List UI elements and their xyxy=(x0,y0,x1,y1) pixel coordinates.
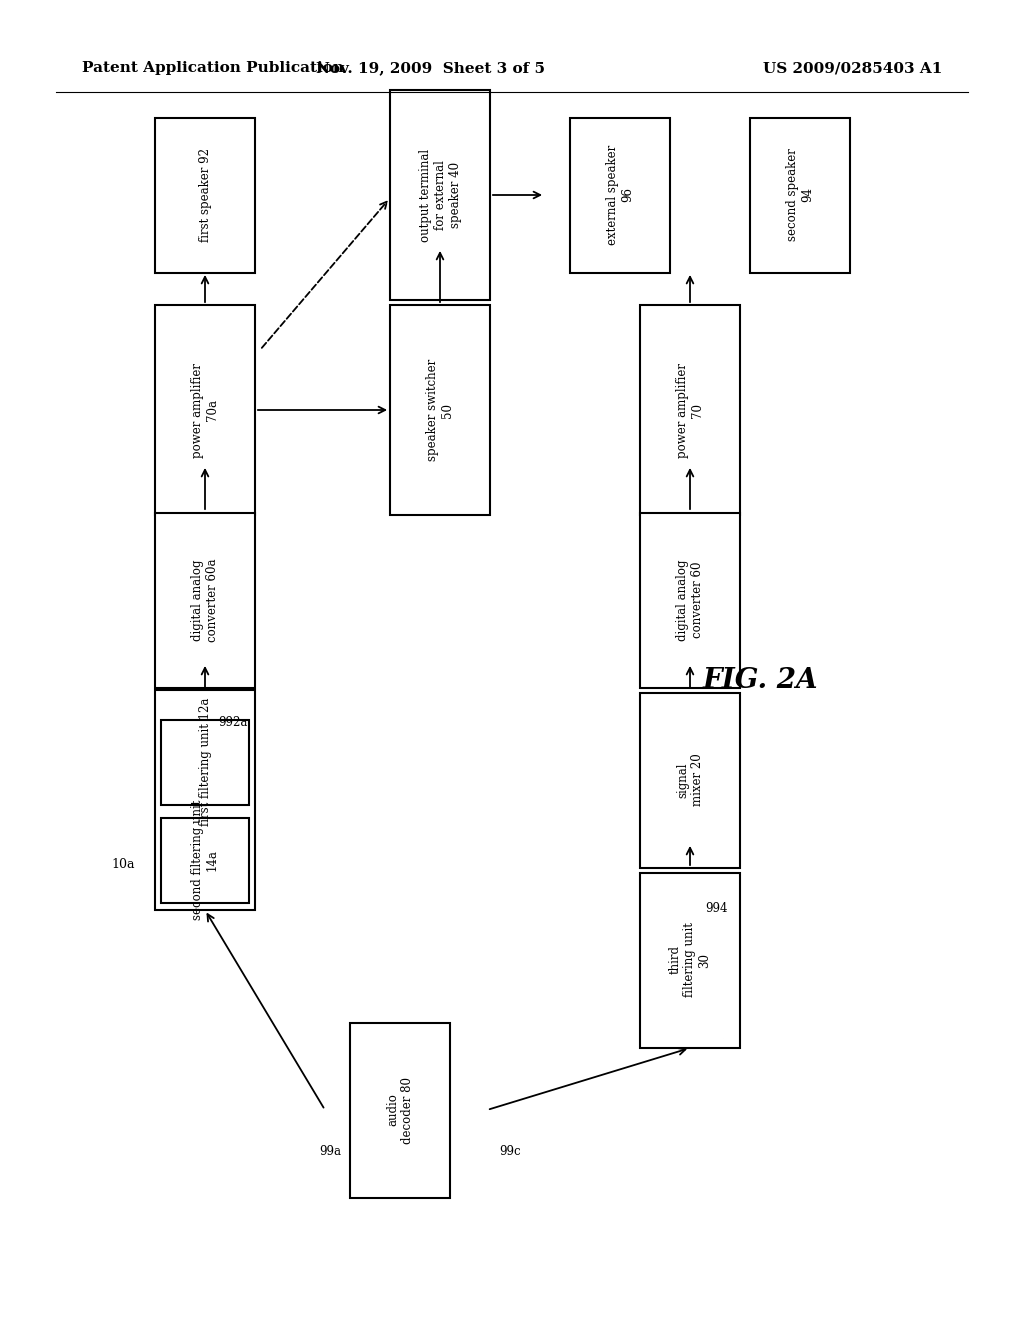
Bar xyxy=(390,90,490,300)
Bar xyxy=(750,117,850,272)
Bar xyxy=(155,305,255,515)
Bar xyxy=(155,117,255,272)
Text: 994: 994 xyxy=(705,902,727,915)
Text: 992a: 992a xyxy=(218,717,248,730)
Text: Patent Application Publication: Patent Application Publication xyxy=(82,61,344,75)
Text: speaker switcher
50: speaker switcher 50 xyxy=(426,359,454,461)
Text: digital analog
converter 60: digital analog converter 60 xyxy=(676,560,705,640)
Bar xyxy=(640,873,740,1048)
Text: second speaker
94: second speaker 94 xyxy=(786,149,814,242)
Text: external speaker
96: external speaker 96 xyxy=(606,145,634,246)
Text: power amplifier
70a: power amplifier 70a xyxy=(191,363,219,458)
Bar xyxy=(640,693,740,867)
Bar xyxy=(155,512,255,688)
Text: US 2009/0285403 A1: US 2009/0285403 A1 xyxy=(763,61,942,75)
Text: first speaker 92: first speaker 92 xyxy=(199,148,212,242)
Text: second filtering unit
14a: second filtering unit 14a xyxy=(191,800,219,920)
Text: 10a: 10a xyxy=(112,858,135,871)
Bar xyxy=(390,305,490,515)
Bar xyxy=(155,690,255,909)
Bar xyxy=(161,719,249,804)
Text: third
filtering unit
30: third filtering unit 30 xyxy=(669,923,712,998)
Text: output terminal
for external
speaker 40: output terminal for external speaker 40 xyxy=(419,148,462,242)
Bar xyxy=(640,512,740,688)
Bar xyxy=(161,817,249,903)
Text: 99c: 99c xyxy=(499,1144,521,1158)
Bar xyxy=(350,1023,450,1197)
Text: Nov. 19, 2009  Sheet 3 of 5: Nov. 19, 2009 Sheet 3 of 5 xyxy=(315,61,545,75)
Text: power amplifier
70: power amplifier 70 xyxy=(676,363,705,458)
Text: FIG. 2A: FIG. 2A xyxy=(702,667,818,693)
Text: signal
mixer 20: signal mixer 20 xyxy=(676,754,705,807)
Bar xyxy=(640,305,740,515)
Text: 99a: 99a xyxy=(319,1144,341,1158)
Bar xyxy=(570,117,670,272)
Text: digital analog
converter 60a: digital analog converter 60a xyxy=(191,558,219,642)
Text: first filtering unit 12a: first filtering unit 12a xyxy=(199,698,212,826)
Text: audio
decoder 80: audio decoder 80 xyxy=(386,1077,414,1143)
